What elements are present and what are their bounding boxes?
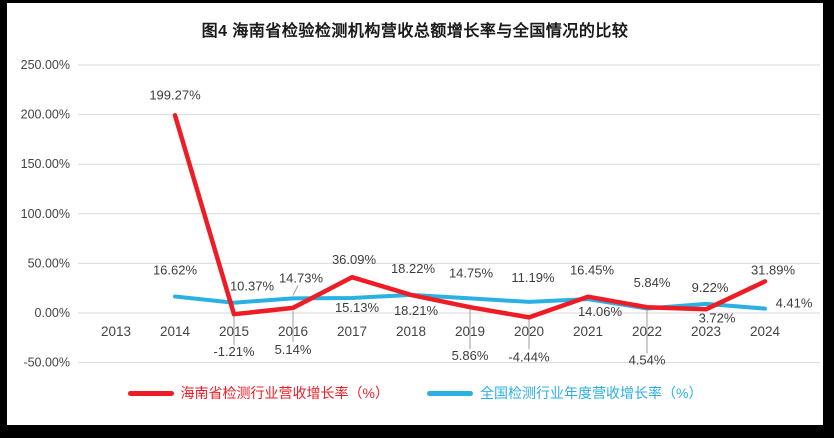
chart-panel: 图4 海南省检验检测机构营收总额增长率与全国情况的比较 250.00% 200.0… — [7, 3, 823, 425]
svg-text:10.37%: 10.37% — [230, 279, 275, 294]
svg-text:-1.21%: -1.21% — [213, 344, 255, 359]
svg-text:100.00%: 100.00% — [21, 207, 70, 221]
hainan-series-swatch-icon — [127, 390, 174, 396]
svg-text:5.14%: 5.14% — [275, 342, 312, 357]
svg-text:14.75%: 14.75% — [449, 265, 494, 280]
legend-item-hainan: 海南省检测行业营收增长率（%） — [127, 383, 389, 403]
svg-text:-50.00%: -50.00% — [23, 356, 70, 370]
svg-text:3.72%: 3.72% — [699, 310, 736, 325]
svg-text:16.45%: 16.45% — [570, 263, 615, 278]
svg-text:200.00%: 200.00% — [21, 108, 70, 122]
svg-text:2021: 2021 — [573, 324, 603, 339]
svg-text:11.19%: 11.19% — [511, 270, 555, 285]
chart-title: 图4 海南省检验检测机构营收总额增长率与全国情况的比较 — [201, 23, 629, 40]
svg-text:2013: 2013 — [101, 324, 131, 339]
svg-text:150.00%: 150.00% — [21, 157, 70, 171]
legend-label-hainan: 海南省检测行业营收增长率（%） — [180, 385, 389, 401]
svg-text:2023: 2023 — [691, 324, 721, 339]
svg-text:50.00%: 50.00% — [28, 256, 70, 270]
legend-label-national: 全国检测行业年度营收增长率（%） — [480, 385, 703, 401]
svg-text:18.21%: 18.21% — [394, 303, 439, 318]
svg-text:9.22%: 9.22% — [692, 280, 729, 295]
svg-text:2014: 2014 — [160, 324, 191, 339]
svg-text:5.84%: 5.84% — [634, 275, 671, 290]
chart-legend: 海南省检测行业营收增长率（%） 全国检测行业年度营收增长率（%） — [7, 383, 823, 403]
svg-text:2017: 2017 — [337, 324, 367, 339]
svg-text:4.54%: 4.54% — [629, 352, 666, 367]
svg-text:36.09%: 36.09% — [332, 252, 377, 267]
national-series-swatch-icon — [427, 390, 473, 396]
svg-text:16.62%: 16.62% — [153, 263, 198, 278]
svg-text:14.06%: 14.06% — [578, 304, 623, 319]
svg-text:2024: 2024 — [750, 324, 781, 339]
svg-text:-4.44%: -4.44% — [508, 349, 550, 364]
svg-text:15.13%: 15.13% — [335, 300, 380, 315]
svg-text:14.73%: 14.73% — [279, 270, 324, 285]
svg-text:18.22%: 18.22% — [391, 261, 436, 276]
svg-text:250.00%: 250.00% — [21, 58, 70, 72]
svg-text:5.86%: 5.86% — [452, 348, 489, 363]
svg-text:4.41%: 4.41% — [776, 296, 813, 311]
svg-text:31.89%: 31.89% — [751, 262, 796, 277]
svg-text:0.00%: 0.00% — [35, 306, 70, 320]
svg-text:199.27%: 199.27% — [149, 87, 201, 102]
legend-item-national: 全国检测行业年度营收增长率（%） — [427, 383, 702, 403]
chart-svg: 250.00% 200.00% 150.00% 100.00% 50.00% 0.00% -… — [21, 58, 820, 370]
svg-text:2018: 2018 — [396, 324, 426, 339]
